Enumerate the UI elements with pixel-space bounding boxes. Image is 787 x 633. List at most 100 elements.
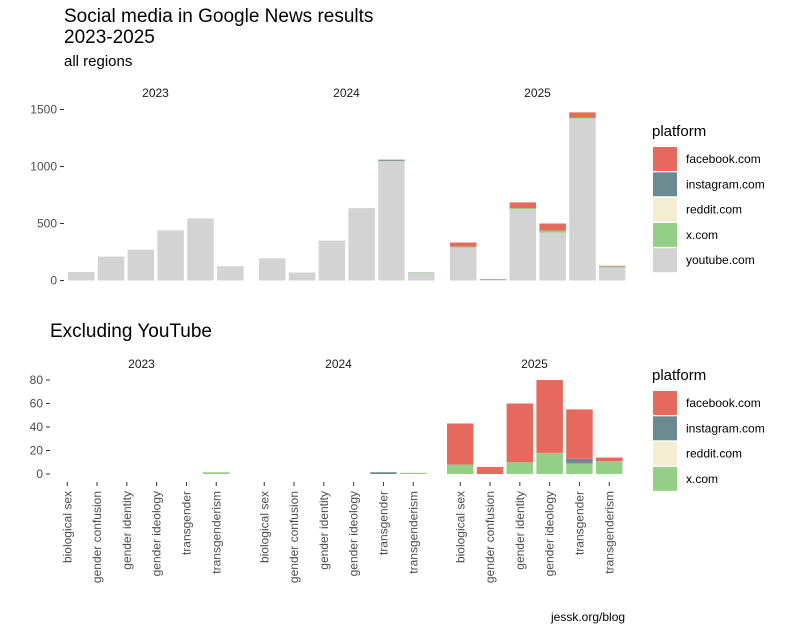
- chart1-bar-2025-transgenderism-facebook-com: [599, 265, 626, 267]
- chart2-ytick-label-40: 40: [30, 420, 44, 434]
- chart1-bar-2023-transgenderism-youtube-com: [217, 266, 244, 281]
- chart2-bar-2024-transgenderism-x-com: [400, 472, 427, 474]
- chart-title-line1: Social media in Google News results: [64, 6, 374, 27]
- chart1-legend-key-reddit-com: [653, 197, 677, 222]
- chart1-bar-2024-gender-confusion-youtube-com: [288, 272, 316, 281]
- chart1-bar-2025-gender-confusion-youtube-com: [479, 279, 507, 281]
- chart1-bar-2024-transgenderism-x-com: [408, 272, 435, 273]
- chart1-bar-2025-transgender-facebook-com: [569, 112, 596, 118]
- chart2-ytick-label-20: 20: [30, 444, 44, 458]
- chart1-bar-2025-gender-ideology-facebook-com: [539, 223, 566, 231]
- chart2-xtick-label-2023-gender-ideology: gender ideology: [150, 491, 164, 576]
- chart1-facet-label-2023: 2023: [142, 86, 169, 100]
- chart1-legend-key-facebook-com: [653, 147, 677, 171]
- chart2-legend-label-reddit-com: reddit.com: [686, 447, 742, 461]
- chart2-xtick-label-2024-transgender: transgender: [376, 491, 390, 555]
- chart2-bar-2024-transgender-instagram-com: [370, 472, 397, 474]
- chart1-bar-2025-transgenderism-youtube-com: [599, 267, 626, 281]
- chart2-legend-key-x-com: [653, 466, 677, 491]
- chart2-bar-2025-gender-identity-x-com: [506, 462, 534, 474]
- chart1-bar-2024-gender-ideology-youtube-com: [348, 208, 375, 281]
- chart1-legend-label-instagram-com: instagram.com: [686, 177, 765, 191]
- chart1-ytick-label-0: 0: [50, 274, 57, 288]
- chart2-bar-2025-gender-confusion-facebook-com: [476, 466, 504, 474]
- chart1-legend-title: platform: [652, 123, 706, 140]
- chart1-legend-label-reddit-com: reddit.com: [686, 203, 742, 217]
- chart1-legend-label-facebook-com: facebook.com: [686, 152, 761, 166]
- chart2-legend-key-facebook-com: [653, 391, 677, 415]
- chart2-xtick-label-2025-gender-identity: gender identity: [513, 491, 527, 570]
- chart2-ytick-label-0: 0: [36, 467, 43, 481]
- chart1-bar-2024-transgender-youtube-com: [378, 160, 405, 281]
- chart2-xtick-label-2024-gender-ideology: gender ideology: [347, 491, 361, 576]
- chart2-legend-key-instagram-com: [653, 416, 677, 441]
- chart-subtitle: all regions: [64, 53, 133, 70]
- source-caption: jessk.org/blog: [551, 610, 626, 624]
- chart2-xtick-label-2023-gender-confusion: gender confusion: [90, 491, 104, 583]
- chart2-facet-label-2023: 2023: [128, 357, 155, 371]
- chart1-bar-2023-transgender-youtube-com: [187, 218, 214, 281]
- chart2-bar-2025-gender-ideology-facebook-com: [536, 380, 563, 453]
- chart1-bar-2025-gender-identity-facebook-com: [509, 202, 537, 209]
- chart2-bar-2025-gender-identity-facebook-com: [506, 403, 534, 463]
- chart2-bar-2025-gender-ideology-x-com: [536, 452, 563, 474]
- chart2-legend-label-instagram-com: instagram.com: [686, 421, 765, 435]
- chart2-bar-2023-transgenderism-x-com: [203, 472, 230, 474]
- chart1-bar-2024-transgender-instagram-com: [378, 159, 405, 161]
- chart2-xtick-label-2024-gender-identity: gender identity: [317, 491, 331, 570]
- chart1-bar-2025-gender-ideology-youtube-com: [539, 232, 566, 281]
- chart1-bar-2024-biological-sex-youtube-com: [259, 258, 286, 281]
- chart2-xtick-label-2025-gender-confusion: gender confusion: [483, 491, 497, 583]
- chart2-ytick-label-80: 80: [30, 373, 44, 387]
- chart1-bar-2025-gender-identity-youtube-com: [509, 209, 537, 281]
- chart1-legend-key-instagram-com: [653, 172, 677, 197]
- chart1-bar-2024-gender-identity-youtube-com: [318, 240, 346, 281]
- chart1-bar-2025-transgenderism-x-com: [599, 266, 626, 268]
- chart2-bar-2025-biological-sex-x-com: [447, 464, 474, 474]
- chart1-facet-label-2025: 2025: [524, 86, 551, 100]
- chart1-bar-2025-biological-sex-youtube-com: [450, 247, 477, 281]
- chart2-bar-2025-biological-sex-facebook-com: [447, 423, 474, 465]
- chart2-bar-2025-transgenderism-x-com: [596, 461, 623, 474]
- chart1-bar-2024-transgenderism-youtube-com: [408, 272, 435, 281]
- chart1-bar-2023-gender-confusion-youtube-com: [97, 256, 125, 281]
- chart1-bar-2025-biological-sex-facebook-com: [450, 242, 477, 247]
- chart2-xtick-label-2025-transgenderism: transgenderism: [602, 491, 616, 574]
- chart2-xtick-label-2023-biological-sex: biological sex: [60, 491, 74, 563]
- chart-title-line2: 2023-2025: [64, 27, 155, 48]
- chart1-bar-2025-transgender-x-com: [569, 117, 596, 119]
- chart1-facet-label-2024: 2024: [333, 86, 360, 100]
- chart2-xtick-label-2023-transgender: transgender: [179, 491, 193, 555]
- chart1-legend-key-youtube-com: [653, 248, 677, 273]
- chart1-bar-2025-gender-confusion-facebook-com: [479, 279, 507, 280]
- chart1-ytick-label-1000: 1000: [30, 160, 57, 174]
- chart2-facet-label-2025: 2025: [521, 357, 548, 371]
- chart2-xtick-label-2023-gender-identity: gender identity: [120, 491, 134, 570]
- chart1-legend-label-youtube-com: youtube.com: [686, 253, 755, 267]
- chart1-bar-2023-biological-sex-youtube-com: [68, 271, 95, 281]
- chart2-bar-2025-transgender-x-com: [566, 463, 593, 474]
- chart2-legend-key-reddit-com: [653, 441, 677, 466]
- chart1-ytick-label-1500: 1500: [30, 103, 57, 117]
- chart1-legend-label-x-com: x.com: [686, 228, 718, 242]
- chart1-bar-2025-transgender-instagram-com: [569, 117, 596, 118]
- chart1-bar-2023-gender-identity-youtube-com: [127, 249, 155, 281]
- chart2-xtick-label-2025-biological-sex: biological sex: [453, 491, 467, 563]
- chart2-xtick-label-2024-transgenderism: transgenderism: [406, 491, 420, 574]
- chart1-ytick-label-500: 500: [37, 217, 57, 231]
- chart2-legend-title: platform: [652, 367, 706, 384]
- chart2-xtick-label-2025-transgender: transgender: [572, 491, 586, 555]
- chart2-xtick-label-2023-transgenderism: transgenderism: [209, 491, 223, 574]
- chart1-bar-2025-gender-ideology-x-com: [539, 230, 566, 233]
- chart2-bar-2025-transgender-instagram-com: [566, 458, 593, 464]
- chart-title: Social media in Google News results 2023…: [64, 6, 373, 48]
- chart1-legend-key-x-com: [653, 222, 677, 247]
- chart2-xtick-label-2024-biological-sex: biological sex: [257, 491, 271, 563]
- chart2-xtick-label-2024-gender-confusion: gender confusion: [287, 491, 301, 583]
- chart2-facet-label-2024: 2024: [325, 357, 352, 371]
- chart1-bar-2025-biological-sex-x-com: [450, 246, 477, 248]
- chart2-legend-label-x-com: x.com: [686, 472, 718, 486]
- chart1-bar-2023-gender-ideology-youtube-com: [157, 230, 184, 281]
